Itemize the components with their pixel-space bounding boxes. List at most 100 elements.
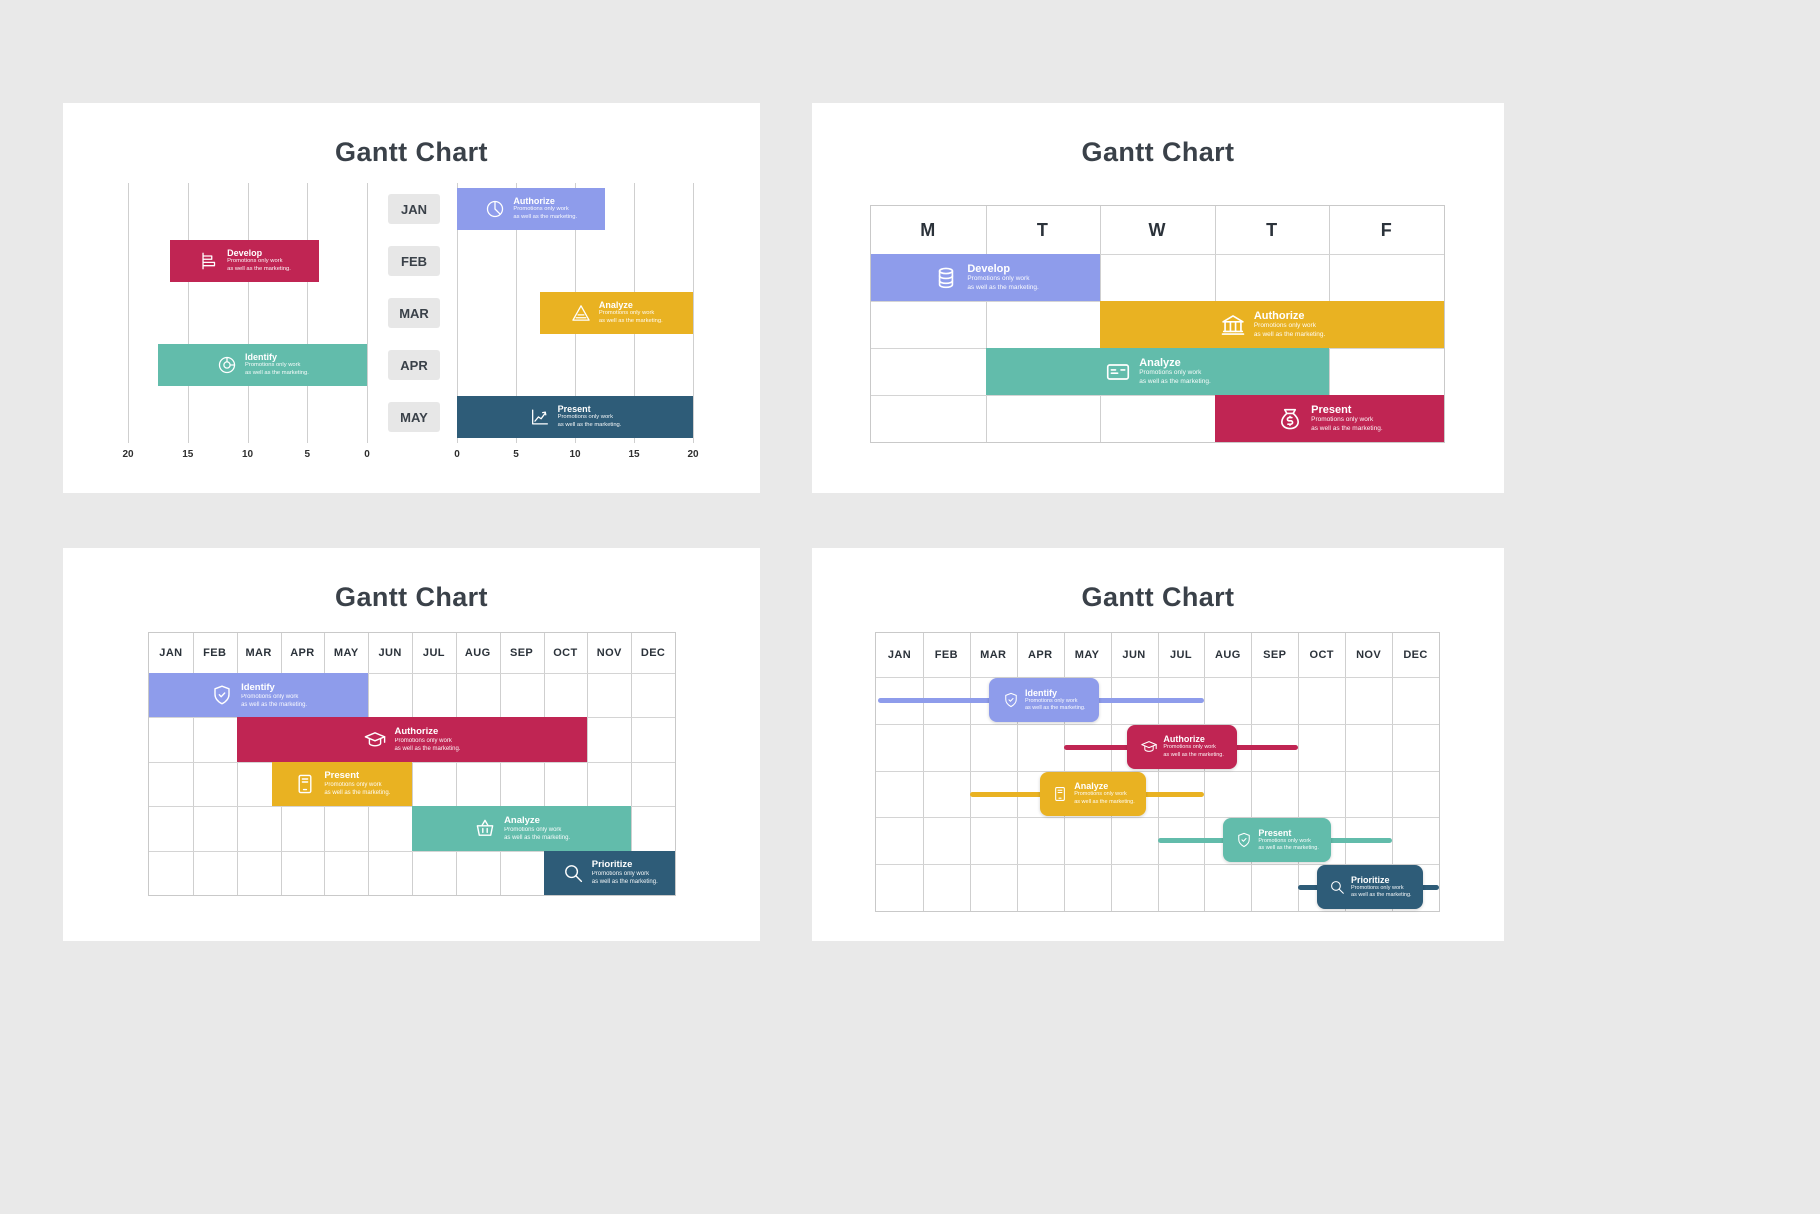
column-header: SEP: [509, 647, 534, 659]
task-card-identify: Identify Promotions only work as well as t…: [988, 678, 1099, 722]
gantt-card-weekdays[interactable]: Gantt Chart M T W T F Develop Promotions only …: [812, 103, 1504, 493]
task-text: Authorize Promotions only work as well as …: [1163, 734, 1224, 759]
task-bar-present: Present Promotions only work as well as th…: [457, 396, 693, 438]
task-name: Analyze: [598, 300, 633, 311]
axis-tick-label: 5: [304, 449, 311, 460]
task-card-present: Present Promotions only work as well as th…: [1223, 818, 1332, 863]
task-name: Identify: [241, 681, 275, 693]
column-header: FEB: [203, 647, 227, 659]
task-card-authorize: Authorize Promotions only work as well as …: [1127, 724, 1238, 769]
column-header: JAN: [887, 649, 912, 661]
task-bar-develop: Develop Promotions only work as well as th…: [169, 240, 320, 282]
grid-line: [149, 761, 675, 763]
column-header: OCT: [553, 647, 578, 659]
magnifier-icon: [1328, 878, 1346, 896]
task-text: Present Promotions only work as well as th…: [1258, 828, 1319, 853]
grid-line: [149, 850, 675, 852]
month-label: APR: [388, 350, 440, 380]
task-description: Promotions only work as well as the marke…: [1351, 884, 1412, 899]
task-name: Authorize: [513, 196, 555, 207]
grid-line: [1157, 633, 1159, 911]
task-text: Develop Promotions only work as well as th…: [227, 248, 291, 274]
shield-check-icon: [1235, 831, 1253, 849]
task-name: Develop: [227, 248, 263, 259]
axis-tick-label: 15: [628, 449, 640, 460]
grid-line: [876, 817, 1439, 819]
month-label: FEB: [388, 246, 440, 276]
column-header: OCT: [1309, 649, 1334, 661]
task-text: Analyze Promotions only work as well as th…: [599, 300, 663, 326]
task-description: Promotions only work as well as the marke…: [1024, 697, 1086, 711]
task-description: Promotions only work as well as the marke…: [1139, 368, 1211, 385]
column-header: JAN: [159, 647, 183, 659]
grid-line: [457, 183, 458, 443]
shield-icon: [1002, 691, 1020, 709]
monthly-gantt-chart: JAN FEB MAR APR MAY JUN JUL AUG SEP OCT NOV DEC Iden…: [148, 632, 676, 896]
gantt-card-butterfly[interactable]: Gantt Chart 20 15 10 5 0 Develop Promotions on…: [63, 103, 760, 493]
grid-line: [1345, 633, 1347, 911]
grid-line: [543, 633, 545, 895]
task-name: Develop: [967, 262, 1011, 275]
column-header: APR: [1027, 649, 1053, 661]
task-description: Promotions only work as well as the marke…: [967, 274, 1039, 291]
grid-line: [693, 183, 694, 443]
column-header: W: [1148, 220, 1167, 240]
task-text: Prioritize Promotions only work as well as…: [592, 859, 658, 886]
weekday-gantt-chart: M T W T F Develop Promotions only work as well …: [870, 205, 1445, 443]
gantt-card-monthly-bars[interactable]: Gantt Chart JAN FEB MAR APR MAY JUN JUL AUG SEP O…: [63, 548, 760, 941]
grid-line: [192, 633, 194, 895]
task-text: Authorize Promotions only work as well as …: [513, 196, 577, 222]
task-description: Promotions only work as well as the marke…: [394, 737, 461, 753]
task-bar-prioritize: Prioritize Promotions only work as well as…: [543, 850, 675, 895]
task-description: Promotions only work as well as the marke…: [598, 310, 663, 324]
task-card-prioritize: Prioritize Promotions only work as well as…: [1317, 865, 1423, 910]
task-bar-analyze: Analyze Promotions only work as well as th…: [985, 348, 1330, 395]
task-text: Identify Promotions only work as well as t…: [245, 352, 309, 378]
grid-line: [876, 723, 1439, 725]
magnifier-icon: [561, 861, 585, 885]
grid-line: [587, 633, 589, 895]
gantt-card-milestones[interactable]: Gantt Chart JAN FEB MAR APR MAY JUN JUL AUG SEP O…: [812, 548, 1504, 941]
column-header: JUN: [378, 647, 402, 659]
task-name: Analyze: [504, 814, 540, 826]
task-name: Present: [557, 404, 591, 415]
bar-chart-icon: [198, 250, 220, 272]
grid-line: [1204, 633, 1206, 911]
task-name: Analyze: [1139, 356, 1181, 369]
chart-title: Gantt Chart: [335, 582, 488, 612]
task-name: Authorize: [1163, 734, 1205, 745]
basket-icon: [473, 816, 497, 840]
task-text: Analyze Promotions only work as well as th…: [1139, 357, 1211, 387]
grid-line: [871, 395, 1444, 396]
grid-line: [631, 633, 633, 895]
grid-line: [985, 206, 987, 442]
task-text: Authorize Promotions only work as well as …: [1254, 310, 1326, 340]
task-description: Promotions only work as well as the marke…: [591, 871, 658, 886]
month-label: MAR: [388, 298, 440, 328]
column-header: MAY: [1074, 649, 1100, 661]
task-description: Promotions only work as well as the marke…: [1163, 744, 1224, 758]
task-card-analyze: Analyze Promotions only work as well as th…: [1040, 771, 1146, 816]
grid-line: [307, 183, 309, 443]
task-description: Promotions only work as well as the marke…: [1253, 321, 1326, 338]
grid-line: [1251, 633, 1253, 911]
column-header: MAR: [245, 647, 272, 659]
task-bar-present: Present Promotions only work as well as th…: [1214, 395, 1444, 442]
grid-line: [969, 633, 971, 911]
task-description: Promotions only work as well as the marke…: [227, 258, 291, 272]
task-description: Promotions only work as well as the marke…: [1258, 837, 1319, 852]
task-bar-analyze: Analyze Promotions only work as well as th…: [412, 806, 632, 851]
task-name: Present: [1311, 403, 1352, 416]
grid-line: [516, 183, 517, 443]
task-text: Develop Promotions only work as well as th…: [967, 263, 1039, 293]
task-name: Identify: [1024, 687, 1057, 698]
task-bar-authorize: Authorize Promotions only work as well as …: [236, 717, 588, 762]
month-label: MAY: [388, 402, 440, 432]
axis-tick-label: 5: [513, 449, 519, 460]
task-text: Analyze Promotions only work as well as th…: [1074, 781, 1135, 806]
task-name: Authorize: [1253, 309, 1305, 322]
task-text: Present Promotions only work as well as th…: [324, 770, 390, 797]
task-text: Authorize Promotions only work as well as …: [394, 726, 460, 753]
grid-line: [922, 633, 924, 911]
